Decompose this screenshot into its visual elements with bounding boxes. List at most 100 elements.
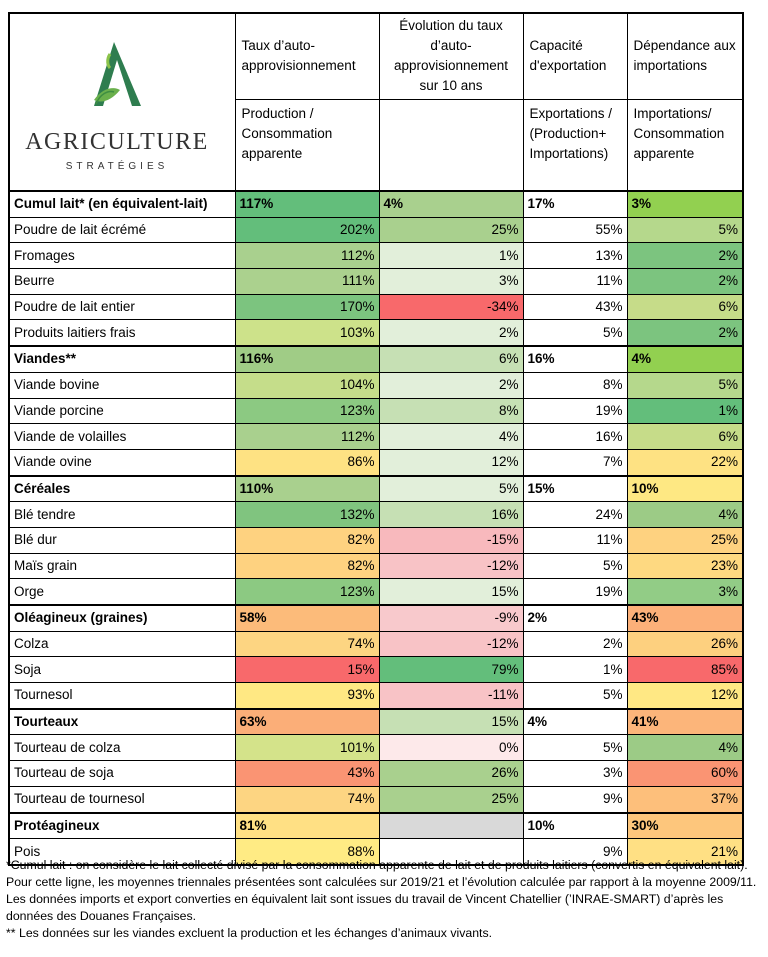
row-label: Protéagineux xyxy=(8,811,236,840)
data-row: Viande porcine 123% 8% 19% 1% xyxy=(8,397,744,425)
value-cell: 202% xyxy=(234,216,380,244)
value-cell: 93% xyxy=(234,682,380,710)
value-cell: 3% xyxy=(522,760,628,787)
row-label: Viande porcine xyxy=(8,397,236,425)
value-cell: 117% xyxy=(234,189,380,218)
value-cell: 21% xyxy=(626,838,744,866)
group-row: Oléagineux (graines) 58% -9% 2% 43% xyxy=(8,603,744,632)
value-cell: 15% xyxy=(522,474,628,503)
data-table: AGRICULTURE STRATÉGIES Taux d’auto-appro… xyxy=(8,12,744,866)
value-cell: 4% xyxy=(626,734,744,762)
row-label: Maïs grain xyxy=(8,552,236,580)
header-cell: Évolution du taux d’auto-approvisionneme… xyxy=(378,12,524,100)
value-cell: 81% xyxy=(234,811,380,840)
data-row: Poudre de lait entier 170% -34% 43% 6% xyxy=(8,293,744,321)
value-cell: 5% xyxy=(522,734,628,762)
value-cell: 104% xyxy=(234,371,380,399)
subheader-row: Production / Consommation apparente Expo… xyxy=(9,98,744,192)
row-label: Orge xyxy=(8,578,236,606)
value-cell: 63% xyxy=(234,707,380,736)
data-row: Beurre 111% 3% 11% 2% xyxy=(8,268,744,295)
data-row: Tourteau de soja 43% 26% 3% 60% xyxy=(8,760,744,787)
row-label: Pois xyxy=(8,838,236,866)
footnote: *Cumul lait : on considère le lait colle… xyxy=(6,858,757,923)
row-label: Blé tendre xyxy=(8,501,236,528)
header-cell: Capacité d'exportation xyxy=(522,12,628,100)
value-cell: 1% xyxy=(378,242,524,270)
header-cell: Taux d’auto-approvisionnement xyxy=(234,12,380,100)
data-row: Blé tendre 132% 16% 24% 4% xyxy=(8,501,744,528)
value-cell: 9% xyxy=(522,785,628,814)
row-label: Tourteau de tournesol xyxy=(8,785,236,814)
value-cell: 82% xyxy=(234,526,380,554)
value-cell: 26% xyxy=(378,760,524,787)
value-cell: 116% xyxy=(234,345,380,373)
value-cell: 43% xyxy=(626,603,744,632)
value-cell: -34% xyxy=(378,293,524,321)
row-label: Céréales xyxy=(8,474,236,503)
value-cell: 23% xyxy=(626,552,744,580)
value-cell: 123% xyxy=(234,397,380,425)
value-cell: 9% xyxy=(522,838,628,866)
subheader-cell: Importations/ Consommation apparente xyxy=(626,98,744,192)
logo-leaf xyxy=(95,90,115,105)
value-cell: 3% xyxy=(626,189,744,218)
value-cell: 74% xyxy=(234,630,380,658)
row-label: Blé dur xyxy=(8,526,236,554)
group-row: Tourteaux 63% 15% 4% 41% xyxy=(8,707,744,736)
value-cell: 132% xyxy=(234,501,380,528)
data-row: Poudre de lait écrémé 202% 25% 55% 5% xyxy=(8,216,744,244)
row-label: Fromages xyxy=(8,242,236,270)
data-row: Viande de volailles 112% 4% 16% 6% xyxy=(8,423,744,450)
value-cell: 85% xyxy=(626,656,744,684)
row-label: Poudre de lait écrémé xyxy=(8,216,236,244)
data-row: Tourteau de tournesol 74% 25% 9% 37% xyxy=(8,785,744,814)
value-cell: 4% xyxy=(626,501,744,528)
value-cell: 43% xyxy=(234,760,380,787)
row-label: Tourteaux xyxy=(8,707,236,736)
value-cell: 5% xyxy=(522,552,628,580)
group-row: Protéagineux 81% 10% 30% xyxy=(8,811,744,840)
value-cell: 55% xyxy=(522,216,628,244)
value-cell: 10% xyxy=(626,474,744,503)
value-cell: 82% xyxy=(234,552,380,580)
value-cell: 19% xyxy=(522,578,628,606)
value-cell: 1% xyxy=(522,656,628,684)
row-label: Tournesol xyxy=(8,682,236,710)
row-label: Viandes** xyxy=(8,345,236,373)
data-row: Tournesol 93% -11% 5% 12% xyxy=(8,682,744,710)
value-cell: 16% xyxy=(378,501,524,528)
value-cell: 25% xyxy=(378,216,524,244)
value-cell: 41% xyxy=(626,707,744,736)
data-row: Soja 15% 79% 1% 85% xyxy=(8,656,744,684)
row-label: Tourteau de colza xyxy=(8,734,236,762)
row-label: Produits laitiers frais xyxy=(8,319,236,347)
value-cell: 15% xyxy=(378,578,524,606)
value-cell: 16% xyxy=(522,423,628,450)
value-cell: 88% xyxy=(234,838,380,866)
row-label: Soja xyxy=(8,656,236,684)
row-label: Viande ovine xyxy=(8,448,236,477)
value-cell: 4% xyxy=(522,707,628,736)
value-cell: 5% xyxy=(522,682,628,710)
value-cell: 37% xyxy=(626,785,744,814)
value-cell: 26% xyxy=(626,630,744,658)
value-cell: 2% xyxy=(626,242,744,270)
value-cell: -12% xyxy=(378,630,524,658)
value-cell: 103% xyxy=(234,319,380,347)
row-label: Oléagineux (graines) xyxy=(8,603,236,632)
value-cell: 12% xyxy=(626,682,744,710)
subheader-cell: Production / Consommation apparente xyxy=(234,98,380,192)
row-label: Poudre de lait entier xyxy=(8,293,236,321)
value-cell: 3% xyxy=(378,268,524,295)
value-cell: 16% xyxy=(522,345,628,373)
group-row: Cumul lait* (en équivalent-lait) 117% 4% 17… xyxy=(8,189,744,218)
logo-tagline: STRATÉGIES xyxy=(66,159,169,172)
value-cell: 6% xyxy=(378,345,524,373)
value-cell: 3% xyxy=(626,578,744,606)
row-label: Cumul lait* (en équivalent-lait) xyxy=(8,189,236,218)
value-cell: 112% xyxy=(234,242,380,270)
group-row: Céréales 110% 5% 15% 10% xyxy=(8,474,744,503)
data-row: Colza 74% -12% 2% 26% xyxy=(8,630,744,658)
